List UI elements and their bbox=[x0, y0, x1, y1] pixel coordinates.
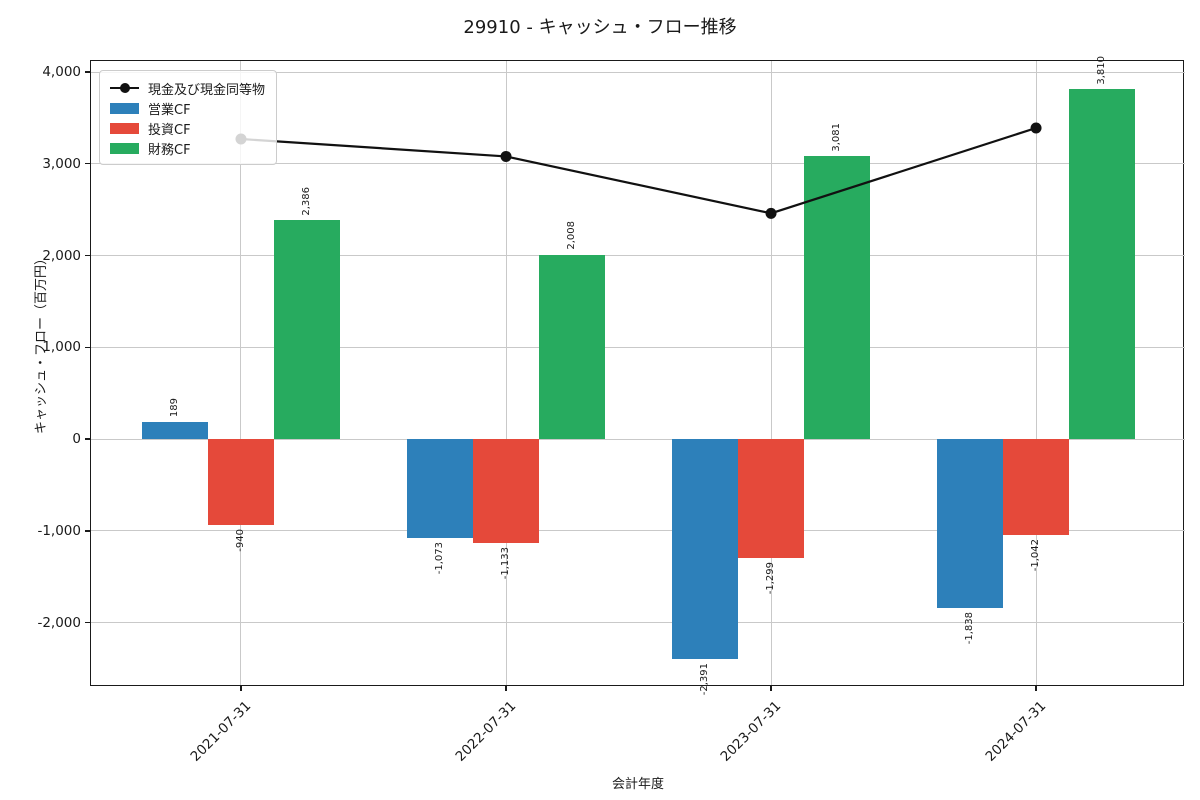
h-gridline bbox=[91, 530, 1185, 532]
legend-item-投資CF: 投資CF bbox=[110, 118, 266, 138]
h-gridline bbox=[91, 346, 1185, 348]
x-tick-label: 2022-07-31 bbox=[452, 698, 520, 765]
legend-label: 投資CF bbox=[148, 122, 191, 138]
v-gridline bbox=[505, 61, 507, 687]
legend-label: 現金及び現金同等物 bbox=[148, 82, 266, 98]
bar-財務CF-2022-07-31 bbox=[539, 254, 605, 440]
bar-投資CF-2021-07-31 bbox=[207, 439, 274, 526]
line-marker bbox=[765, 207, 777, 219]
y-tick-label: -2,000 bbox=[37, 614, 81, 631]
v-gridline bbox=[240, 61, 242, 687]
legend-item-営業CF: 営業CF bbox=[110, 98, 266, 118]
y-tick-mark bbox=[85, 438, 91, 440]
h-gridline bbox=[91, 622, 1185, 624]
legend: 現金及び現金同等物 営業CF 投資CF 財務CF bbox=[99, 70, 277, 165]
x-tick-mark bbox=[240, 685, 242, 691]
legend-item-現金及び現金同等物: 現金及び現金同等物 bbox=[110, 78, 266, 98]
x-tick-label: 2024-07-31 bbox=[982, 698, 1050, 765]
h-gridline bbox=[91, 71, 1185, 73]
v-gridline bbox=[1035, 61, 1037, 687]
y-tick-label: 3,000 bbox=[42, 155, 81, 172]
y-tick-mark bbox=[85, 163, 91, 165]
bar-営業CF-2022-07-31 bbox=[407, 439, 473, 538]
bar-営業CF-2023-07-31 bbox=[672, 439, 739, 659]
y-tick-label: 1,000 bbox=[42, 339, 81, 356]
y-tick-mark bbox=[85, 346, 91, 349]
legend-color-swatch bbox=[110, 122, 139, 134]
y-tick-label: 0 bbox=[72, 431, 81, 448]
bar-投資CF-2023-07-31 bbox=[738, 439, 805, 559]
bar-投資CF-2022-07-31 bbox=[473, 439, 539, 544]
y-tick-label: 4,000 bbox=[42, 64, 81, 80]
x-tick-mark bbox=[770, 685, 772, 691]
legend-color-swatch bbox=[110, 142, 139, 154]
bar-財務CF-2024-07-31 bbox=[1069, 89, 1136, 440]
plot-area: キャッシュ・フロー（百万円） 会計年度 -2,000 -1,000 0 1,000 2,… bbox=[34, 56, 1185, 792]
bar-投資CF-2024-07-31 bbox=[1003, 439, 1070, 535]
line-marker bbox=[500, 150, 512, 162]
cash-line bbox=[240, 126, 1037, 215]
y-tick-label: 2,000 bbox=[42, 247, 81, 264]
x-tick-mark bbox=[1035, 685, 1037, 691]
legend-item-財務CF: 財務CF bbox=[110, 138, 266, 158]
x-tick-mark bbox=[505, 685, 507, 691]
y-tick-mark bbox=[85, 254, 91, 257]
chart-title: 29910 - キャッシュ・フロー推移 bbox=[463, 17, 737, 38]
bar-営業CF-2021-07-31 bbox=[141, 421, 208, 440]
bar-財務CF-2021-07-31 bbox=[273, 220, 340, 440]
line-marker bbox=[1030, 122, 1042, 134]
h-gridline bbox=[91, 255, 1185, 257]
bar-財務CF-2023-07-31 bbox=[804, 156, 871, 440]
h-gridline bbox=[91, 438, 1185, 440]
y-tick-mark bbox=[85, 530, 91, 532]
y-tick-mark bbox=[85, 71, 91, 73]
x-tick-label: 2023-07-31 bbox=[717, 698, 785, 765]
legend-color-swatch bbox=[110, 102, 139, 114]
y-tick-mark bbox=[85, 621, 91, 624]
bar-営業CF-2024-07-31 bbox=[937, 439, 1004, 608]
legend-label: 営業CF bbox=[148, 102, 191, 118]
legend-line-marker-icon bbox=[110, 81, 139, 95]
y-tick-label: -1,000 bbox=[37, 522, 81, 539]
x-axis-label: 会計年度 bbox=[611, 777, 664, 792]
legend-label: 財務CF bbox=[148, 142, 191, 158]
x-tick-label: 2021-07-31 bbox=[187, 698, 255, 765]
cash-line-layer bbox=[235, 122, 1042, 219]
v-gridline bbox=[770, 61, 772, 687]
h-gridline bbox=[91, 163, 1185, 165]
